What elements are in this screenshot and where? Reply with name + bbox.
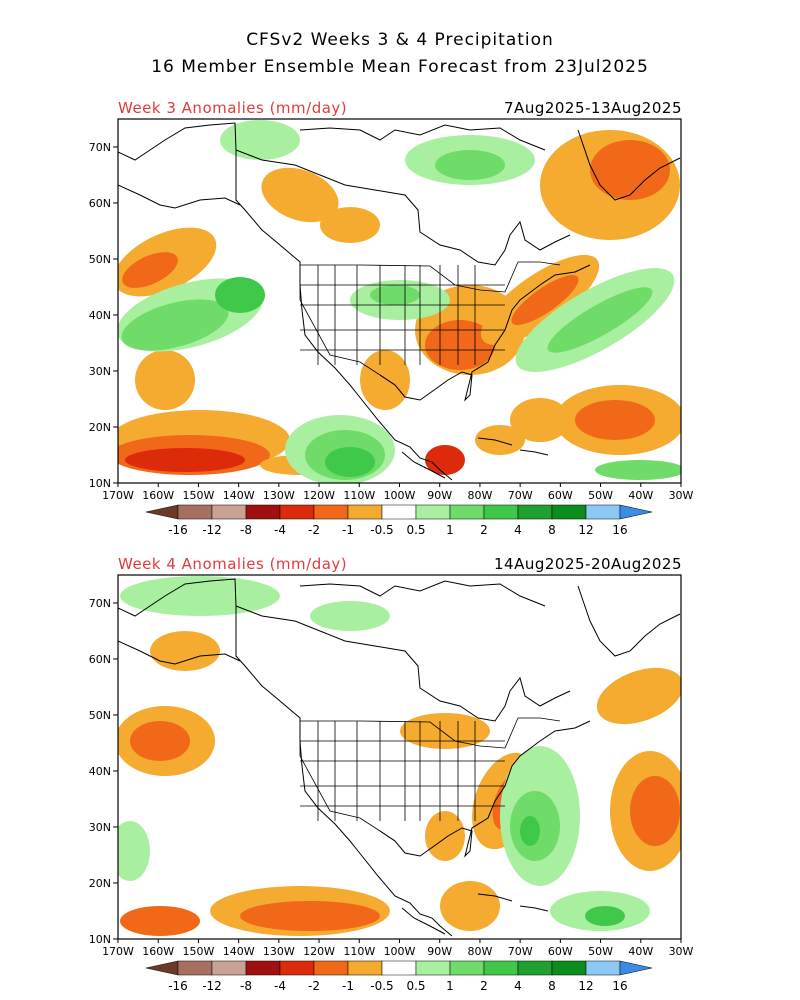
colorbar-label: 4	[514, 979, 522, 993]
lon-tick-label: 140W	[223, 945, 255, 958]
colorbar-label: -12	[202, 979, 222, 993]
colorbar-label: -1	[342, 979, 354, 993]
lon-tick-label: 50W	[588, 489, 613, 502]
colorbar-swatch	[245, 960, 281, 976]
colorbar-label: -12	[202, 523, 222, 537]
lon-tick-label: 90W	[427, 489, 452, 502]
lat-tick-label: 20N	[89, 877, 111, 890]
colorbar-label: 16	[612, 979, 627, 993]
lon-tick-label: 30W	[669, 489, 694, 502]
lon-tick-label: 110W	[343, 945, 375, 958]
colorbar-label: -8	[240, 523, 252, 537]
lon-tick-label: 70W	[508, 489, 533, 502]
colorbar-label: -4	[274, 979, 286, 993]
colorbar-label: -16	[168, 523, 188, 537]
lon-tick-label: 40W	[628, 489, 653, 502]
lon-tick-label: 120W	[303, 945, 335, 958]
lat-tick-label: 50N	[89, 253, 111, 266]
colorbar-label: 8	[548, 979, 556, 993]
lat-tick-label: 10N	[89, 933, 111, 946]
title-line-1: CFSv2 Weeks 3 & 4 Precipitation	[246, 30, 554, 50]
colorbar-swatch	[381, 960, 417, 976]
colorbar-swatch	[551, 960, 587, 976]
lat-tick-label: 10N	[89, 477, 111, 490]
lon-tick-label: 120W	[303, 489, 335, 502]
title-line-2: 16 Member Ensemble Mean Forecast from 23…	[151, 57, 649, 77]
coastlines	[118, 122, 681, 481]
lon-tick-label: 30W	[669, 945, 694, 958]
lon-tick-label: 100W	[384, 945, 416, 958]
lat-tick-label: 30N	[89, 821, 111, 834]
colorbar-label: 0.5	[406, 523, 425, 537]
colorbar-label: 12	[578, 523, 593, 537]
lat-tick-label: 40N	[89, 309, 111, 322]
colorbar-label: 16	[612, 523, 627, 537]
precipitation-field	[118, 119, 681, 483]
lon-tick-label: 60W	[548, 489, 573, 502]
colorbar-label: 2	[480, 523, 488, 537]
lat-tick-label: 70N	[89, 141, 111, 154]
lon-tick-label: 140W	[223, 489, 255, 502]
panel-2-dates: 14Aug2025-20Aug2025	[493, 555, 682, 573]
lon-tick-label: 150W	[182, 489, 214, 502]
colorbar-label: 1	[446, 979, 454, 993]
panel-1-dates: 7Aug2025-13Aug2025	[504, 99, 682, 117]
lon-tick-label: 40W	[628, 945, 653, 958]
lon-tick-label: 80W	[467, 945, 492, 958]
lat-tick-label: 70N	[89, 597, 111, 610]
coastlines	[118, 578, 681, 937]
colorbar-label: -2	[308, 979, 320, 993]
colorbar-label: -4	[274, 523, 286, 537]
colorbar-label: -2	[308, 523, 320, 537]
lon-tick-label: 50W	[588, 945, 613, 958]
colorbar-label: 0.5	[406, 979, 425, 993]
colorbar-swatch	[211, 960, 247, 976]
lon-tick-label: 60W	[548, 945, 573, 958]
colorbar-label: -16	[168, 979, 188, 993]
colorbar-swatch	[585, 960, 621, 976]
lat-tick-label: 40N	[89, 765, 111, 778]
lat-tick-label: 20N	[89, 421, 111, 434]
colorbar-label: 12	[578, 979, 593, 993]
colorbar: -16 -12 -8 -4 -2 -1 -0.5 0.5 1 2 4 8 12 16	[145, 960, 653, 993]
lon-tick-label: 70W	[508, 945, 533, 958]
colorbar-swatch	[483, 960, 519, 976]
lat-tick-label: 60N	[89, 653, 111, 666]
colorbar-swatch	[415, 960, 451, 976]
colorbar-label: 4	[514, 523, 522, 537]
colorbar-swatch	[177, 960, 213, 976]
lon-tick-label: 130W	[263, 945, 295, 958]
panel-1-label: Week 3 Anomalies (mm/day)	[118, 99, 348, 117]
precipitation-field	[118, 575, 681, 939]
colorbar-label: -1	[342, 523, 354, 537]
lon-tick-label: 160W	[142, 945, 174, 958]
colorbar-label: 8	[548, 523, 556, 537]
colorbar-label: 1	[446, 523, 454, 537]
lat-tick-label: 50N	[89, 709, 111, 722]
colorbar-label: 2	[480, 979, 488, 993]
colorbar: -16 -12 -8 -4 -2 -1 -0.5 0.5 1 2 4 8 12 16	[145, 504, 653, 537]
lon-tick-label: 110W	[343, 489, 375, 502]
lon-tick-label: 150W	[182, 945, 214, 958]
lat-tick-label: 60N	[89, 197, 111, 210]
colorbar-label: -0.5	[370, 979, 393, 993]
lon-tick-label: 80W	[467, 489, 492, 502]
panel-2-label: Week 4 Anomalies (mm/day)	[118, 555, 348, 573]
colorbar-label: -8	[240, 979, 252, 993]
lon-tick-label: 130W	[263, 489, 295, 502]
lon-tick-label: 170W	[102, 489, 134, 502]
colorbar-swatch	[279, 960, 315, 976]
lon-tick-label: 170W	[102, 945, 134, 958]
lon-tick-label: 100W	[384, 489, 416, 502]
lon-tick-label: 160W	[142, 489, 174, 502]
colorbar-label: -0.5	[370, 523, 393, 537]
lat-tick-label: 30N	[89, 365, 111, 378]
colorbar-swatch	[449, 960, 485, 976]
colorbar-swatch	[517, 960, 553, 976]
colorbar-swatch	[313, 960, 349, 976]
lon-tick-label: 90W	[427, 945, 452, 958]
colorbar-swatch	[347, 960, 383, 976]
